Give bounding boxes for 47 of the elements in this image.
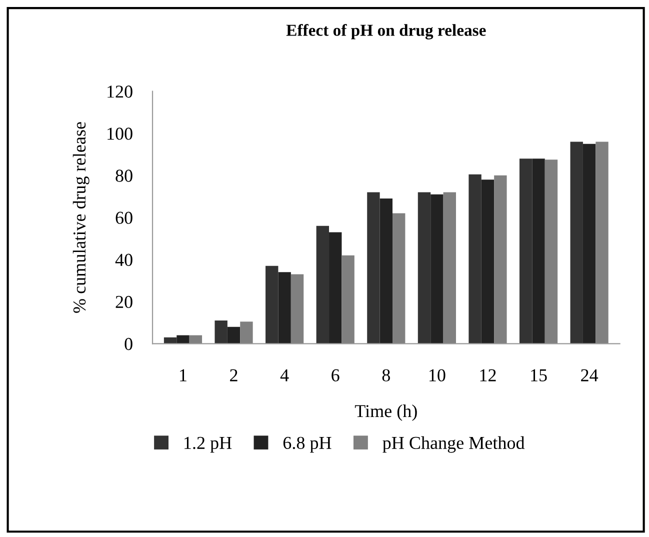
bar (596, 142, 608, 344)
x-tick-label: 12 (480, 369, 496, 382)
bar (532, 158, 545, 344)
bar (380, 198, 393, 344)
bar (392, 213, 406, 344)
bar (227, 326, 240, 344)
bar (481, 180, 494, 344)
chart-title: Effect of pH on drug release (286, 24, 486, 40)
y-tick-label: 60 (116, 212, 132, 224)
y-tick-label: 80 (116, 170, 132, 182)
bar (443, 192, 456, 344)
bar (316, 226, 330, 344)
bar (418, 192, 431, 344)
legend-label: 6.8 pH (283, 436, 332, 453)
legend-label: pH Change Method (382, 436, 525, 453)
x-tick-label: 1 (180, 369, 186, 382)
bar (214, 320, 228, 344)
x-tick-label: 8 (382, 369, 390, 382)
y-axis-title: % cumulative drug release (72, 122, 90, 313)
bar (266, 266, 278, 344)
x-tick-label: 24 (581, 369, 598, 382)
bar (494, 175, 507, 344)
bar (570, 142, 583, 344)
bar (367, 192, 380, 344)
bar (342, 255, 354, 344)
bar (176, 335, 190, 344)
y-tick-label: 100 (108, 128, 132, 140)
bar (544, 160, 558, 344)
bar (468, 174, 482, 344)
x-tick-label: 6 (332, 369, 340, 382)
x-axis-title: Time (h) (354, 404, 417, 421)
x-tick-label: 4 (280, 369, 289, 382)
y-tick-label: 40 (115, 254, 132, 266)
y-tick-label: 0 (124, 338, 132, 350)
bar (329, 232, 342, 344)
y-tick-label: 20 (116, 296, 132, 308)
bar (582, 144, 596, 344)
legend-label: 1.2 pH (184, 436, 232, 453)
bar (290, 274, 304, 344)
x-tick-label: 15 (531, 369, 547, 382)
bar (519, 158, 532, 344)
x-tick-label: 10 (430, 369, 446, 382)
bar (430, 194, 444, 344)
y-tick-label: 120 (108, 86, 132, 98)
bar (278, 272, 291, 344)
x-tick-label: 2 (230, 369, 238, 382)
bar (240, 322, 253, 344)
